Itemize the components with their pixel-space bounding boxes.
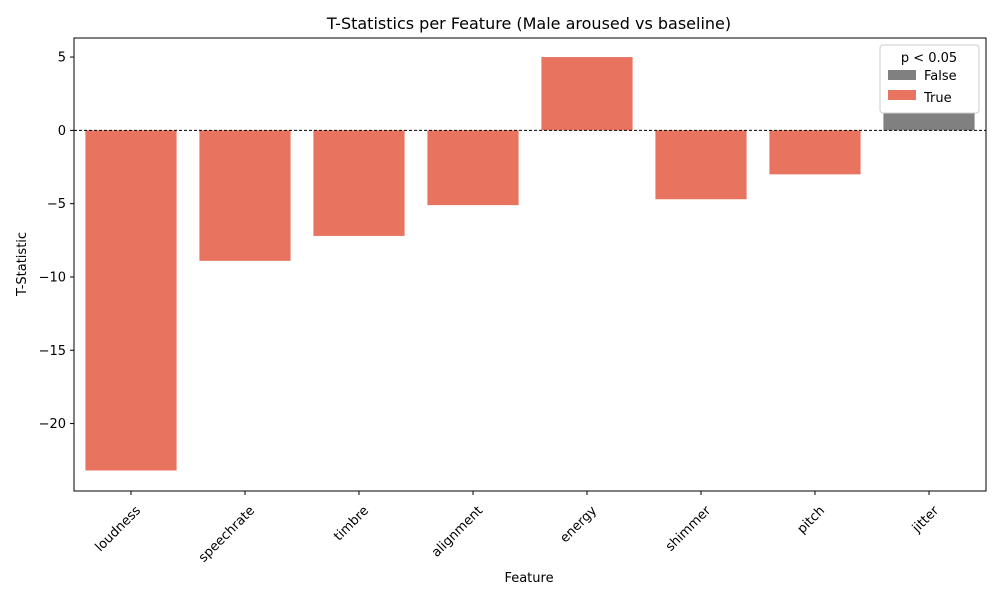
x-tick-label-energy: energy — [557, 503, 600, 546]
x-tick-label-shimmer: shimmer — [663, 503, 715, 555]
bar-energy — [541, 57, 633, 131]
legend-swatch-true — [888, 90, 916, 100]
bar-alignment — [427, 130, 519, 206]
x-tick-label-jitter: jitter — [909, 503, 943, 537]
chart-title: T-Statistics per Feature (Male aroused v… — [326, 14, 731, 33]
x-axis-label: Feature — [504, 571, 553, 586]
legend-label-false: False — [924, 69, 957, 84]
y-tick-label: −10 — [39, 270, 66, 285]
x-tick-label-alignment: alignment — [429, 503, 486, 560]
y-axis-label: T-Statistic — [15, 232, 30, 297]
bar-timbre — [313, 130, 405, 236]
bar-speechrate — [199, 130, 291, 261]
y-tick-label: 5 — [58, 51, 66, 66]
plot-area-frame — [73, 37, 987, 492]
y-tick-label: −20 — [39, 417, 66, 432]
bars-group — [85, 57, 975, 471]
legend-title: p < 0.05 — [901, 51, 957, 66]
bar-shimmer — [655, 130, 747, 200]
bar-loudness — [85, 130, 177, 471]
x-tick-label-speechrate: speechrate — [196, 503, 258, 565]
legend: p < 0.05 False True — [879, 44, 980, 114]
legend-label-true: True — [923, 91, 952, 106]
x-axis: loudness speechrate timbre alignment energy s… — [93, 491, 943, 566]
x-tick-label-pitch: pitch — [795, 503, 828, 536]
y-tick-label: −5 — [47, 197, 66, 212]
y-tick-label: 0 — [58, 124, 66, 139]
bar-pitch — [769, 130, 861, 175]
bar-jitter — [883, 112, 975, 131]
legend-swatch-false — [888, 70, 916, 80]
y-axis: 5 0 −5 −10 −15 −20 — [39, 51, 74, 432]
x-tick-label-loudness: loudness — [93, 503, 145, 555]
x-tick-label-timbre: timbre — [331, 503, 372, 544]
y-tick-label: −15 — [39, 344, 66, 359]
